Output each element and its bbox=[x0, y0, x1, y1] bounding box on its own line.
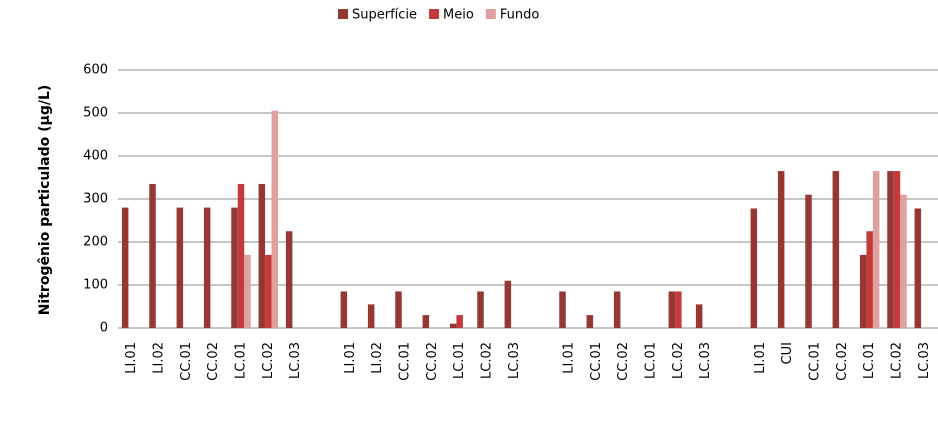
legend-swatch bbox=[429, 9, 440, 19]
y-tick-label: 400 bbox=[83, 149, 108, 164]
bar bbox=[237, 183, 245, 328]
bar bbox=[203, 207, 211, 328]
y-tick-label: 300 bbox=[83, 192, 108, 207]
x-tick-label: CC.02 bbox=[206, 342, 221, 381]
bar bbox=[668, 291, 676, 328]
bar bbox=[914, 208, 922, 328]
bar bbox=[859, 254, 867, 328]
bar bbox=[258, 183, 266, 328]
bar bbox=[586, 315, 594, 328]
bar bbox=[893, 171, 901, 328]
bar bbox=[675, 291, 682, 328]
x-tick-label: LC.01 bbox=[452, 342, 467, 379]
bar bbox=[750, 208, 758, 328]
x-tick-label: LC.01 bbox=[234, 342, 249, 379]
bar bbox=[395, 291, 402, 328]
bar bbox=[340, 291, 348, 328]
bar bbox=[613, 291, 621, 328]
x-tick-label: CC.01 bbox=[589, 342, 604, 381]
x-tick-label: LI.01 bbox=[753, 342, 768, 374]
x-tick-label: LC.03 bbox=[698, 342, 713, 379]
y-axis-label: Nitrogênio particulado (µg/L) bbox=[37, 85, 53, 316]
bar bbox=[477, 291, 484, 328]
bar bbox=[121, 207, 129, 328]
bar bbox=[367, 304, 375, 328]
bar bbox=[176, 207, 184, 328]
x-tick-label: LI.01 bbox=[343, 342, 358, 374]
y-tick-label: 0 bbox=[100, 321, 108, 336]
bar bbox=[559, 291, 566, 328]
bar bbox=[695, 304, 703, 328]
x-tick-label: LI.01 bbox=[124, 342, 139, 374]
legend-label: Fundo bbox=[500, 8, 539, 23]
legend-swatch bbox=[338, 9, 348, 19]
x-tick-label: CC.01 bbox=[398, 342, 413, 381]
y-tick-label: 100 bbox=[83, 278, 108, 293]
bar bbox=[456, 315, 463, 328]
bar bbox=[422, 315, 430, 328]
bar bbox=[149, 183, 156, 328]
bar bbox=[832, 171, 840, 328]
bar bbox=[285, 231, 293, 328]
x-tick-label: LC.03 bbox=[917, 342, 932, 379]
bar bbox=[887, 171, 894, 328]
x-tick-label: CC.02 bbox=[835, 342, 850, 381]
y-tick-label: 200 bbox=[83, 235, 108, 250]
bar bbox=[777, 171, 785, 328]
x-tick-label: LC.01 bbox=[862, 342, 877, 379]
x-tick-label: LC.03 bbox=[507, 342, 522, 379]
bar bbox=[805, 194, 812, 328]
x-tick-label: CC.01 bbox=[179, 342, 194, 381]
bar bbox=[231, 207, 238, 328]
y-tick-label: 600 bbox=[83, 63, 108, 78]
x-tick-label: LC.02 bbox=[671, 342, 686, 379]
bar bbox=[449, 323, 457, 328]
bar bbox=[866, 231, 873, 328]
x-tick-label: LC.02 bbox=[261, 342, 276, 379]
x-tick-label: LI.01 bbox=[562, 342, 577, 374]
x-tick-label: CUI bbox=[780, 342, 795, 364]
bar bbox=[504, 280, 512, 328]
bar bbox=[271, 110, 279, 328]
bar bbox=[265, 254, 272, 328]
x-tick-label: CC.01 bbox=[808, 342, 823, 381]
bar bbox=[900, 194, 907, 328]
legend-swatch bbox=[485, 9, 496, 19]
bar bbox=[244, 254, 251, 328]
x-tick-label: LC.01 bbox=[644, 342, 659, 379]
x-tick-label: LI.02 bbox=[152, 342, 167, 374]
legend-label: Meio bbox=[443, 8, 474, 23]
x-tick-label: LC.02 bbox=[890, 342, 905, 379]
x-tick-label: CC.02 bbox=[616, 342, 631, 381]
x-tick-label: LC.02 bbox=[480, 342, 495, 379]
x-tick-label: LI.02 bbox=[370, 342, 385, 374]
bar bbox=[872, 171, 880, 328]
x-tick-label: CC.02 bbox=[425, 342, 440, 381]
y-tick-label: 500 bbox=[83, 106, 108, 121]
x-tick-label: LC.03 bbox=[288, 342, 303, 379]
legend-label: Superfície bbox=[352, 8, 417, 23]
